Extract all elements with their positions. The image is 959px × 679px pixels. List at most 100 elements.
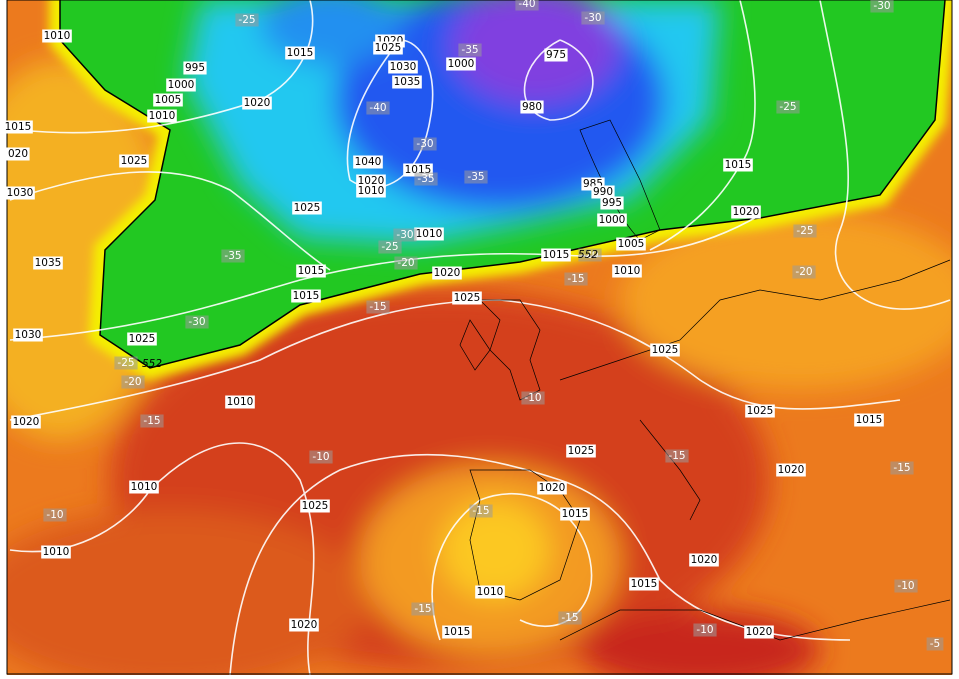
pressure-label: 1010	[149, 110, 176, 122]
pressure-label-box	[42, 29, 72, 43]
temperature-label: -35	[461, 44, 478, 56]
pressure-label: 1000	[448, 58, 475, 70]
pressure-label: 1000	[599, 214, 626, 226]
pressure-label-box	[616, 237, 646, 251]
pressure-label: 020	[8, 148, 28, 160]
pressure-label-box	[432, 266, 462, 280]
pressure-label: 980	[522, 101, 542, 113]
pressure-label-box	[33, 256, 63, 270]
temperature-label-box	[792, 265, 816, 279]
isobar	[9, 171, 331, 271]
temperature-label-box	[114, 356, 138, 370]
temperature-label: -15	[369, 301, 386, 313]
pressure-label-box	[225, 395, 255, 409]
temperature-label: -35	[467, 171, 484, 183]
pressure-label-box	[776, 463, 806, 477]
temperature-label-box	[414, 172, 438, 186]
pressure-label-box	[166, 78, 196, 92]
pressure-label-box	[356, 174, 386, 188]
coastline	[639, 419, 701, 521]
temperature-label: -35	[224, 250, 241, 262]
pressure-label: 1025	[294, 202, 321, 214]
temperature-label: -15	[143, 415, 160, 427]
pressure-label: 1015	[444, 626, 471, 638]
temperature-label-box	[411, 602, 435, 616]
height-label: 552	[578, 249, 598, 261]
pressure-label: 1020	[778, 464, 805, 476]
temperature-label-box	[665, 449, 689, 463]
pressure-label: 1010	[416, 228, 443, 240]
pressure-label-box	[597, 213, 627, 227]
pressure-label: 975	[546, 49, 566, 61]
pressure-label-box	[296, 264, 326, 278]
coastline	[559, 259, 951, 381]
pressure-label-box	[353, 155, 383, 169]
pressure-label: 1010	[358, 185, 385, 197]
pressure-label: 1010	[131, 481, 158, 493]
pressure-label-box	[373, 41, 403, 55]
pressure-label-box	[537, 481, 567, 495]
temperature-label-box	[776, 100, 800, 114]
pressure-label-box	[541, 248, 571, 262]
temperature-label-box	[890, 461, 914, 475]
pressure-label: 1030	[7, 187, 34, 199]
temperature-label-box	[43, 508, 67, 522]
pressure-label: 1020	[291, 619, 318, 631]
temperature-label-box	[578, 248, 602, 262]
pressure-label: 1020	[244, 97, 271, 109]
pressure-label: 1020	[539, 482, 566, 494]
pressure-label-box	[285, 46, 315, 60]
pressure-label-box	[600, 196, 624, 210]
pressure-label-box	[300, 499, 330, 513]
pressure-label: 1040	[355, 156, 382, 168]
temperature-label-box	[121, 375, 145, 389]
pressure-label-box	[744, 625, 774, 639]
pressure-label: 1030	[390, 61, 417, 73]
pressure-label: 1025	[747, 405, 774, 417]
temperature-label-box	[464, 170, 488, 184]
mild-band	[620, 210, 952, 390]
pressure-label-box	[591, 185, 615, 199]
coastline	[459, 319, 491, 371]
pressure-label: 1015	[5, 121, 32, 133]
temperature-label-box	[894, 579, 918, 593]
pressure-label-box	[475, 585, 505, 599]
pressure-label: 1035	[394, 76, 421, 88]
temperature-label: -25	[779, 101, 796, 113]
temperature-label: -30	[584, 12, 601, 24]
temperature-label: -10	[897, 580, 914, 592]
temperature-label-box	[309, 450, 333, 464]
temperature-label-box	[469, 504, 493, 518]
temperature-label: -20	[397, 257, 414, 269]
pressure-label-box	[5, 186, 35, 200]
pressure-label-box	[745, 404, 775, 418]
pressure-label-box	[442, 625, 472, 639]
temperature-label: -40	[369, 102, 386, 114]
pressure-label-box	[544, 48, 568, 62]
pressure-label: 1020	[13, 416, 40, 428]
temperature-label-box	[793, 224, 817, 238]
temperature-label: -40	[518, 0, 535, 10]
pressure-label-box	[452, 291, 482, 305]
temperature-label: -15	[567, 273, 584, 285]
temperature-label-box	[515, 0, 539, 11]
temperature-label: -25	[238, 14, 255, 26]
temperature-label-box	[221, 249, 245, 263]
temperature-label: -30	[873, 0, 890, 12]
pressure-label: 1015	[293, 290, 320, 302]
pressure-label: 1010	[44, 30, 71, 42]
pressure-label-box	[242, 96, 272, 110]
pressure-label-box	[292, 201, 322, 215]
temperature-label-box	[366, 300, 390, 314]
pressure-label: 1010	[227, 396, 254, 408]
temperature-label-box	[235, 13, 259, 27]
pressure-label: 995	[185, 62, 205, 74]
pressure-label: 1035	[35, 257, 62, 269]
pressure-label-box	[289, 618, 319, 632]
pressure-label: 1015	[298, 265, 325, 277]
temperature-label: -25	[381, 241, 398, 253]
pressure-label-box	[6, 147, 30, 161]
pressure-label-box	[612, 264, 642, 278]
isobar	[9, 442, 315, 675]
pressure-label: 1015	[631, 578, 658, 590]
